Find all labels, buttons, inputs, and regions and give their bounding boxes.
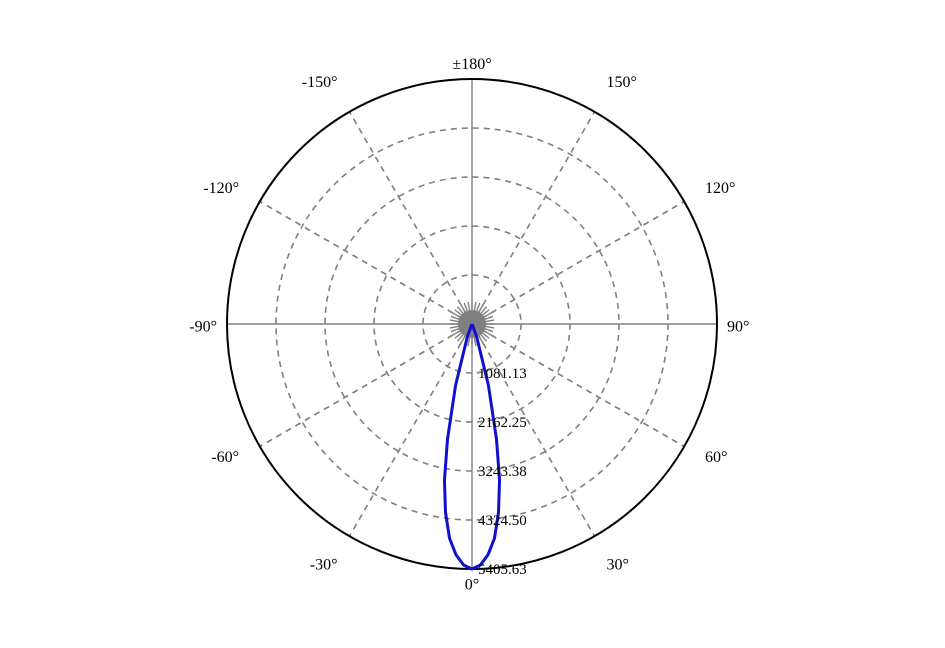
angle-tick-label: 60°	[705, 449, 727, 466]
angle-tick-label: -150°	[302, 74, 338, 91]
angle-tick-label: 0°	[465, 576, 479, 593]
angle-tick-label: 150°	[607, 74, 637, 91]
angle-tick-label: -30°	[310, 556, 338, 573]
radial-tick-label: 2162.25	[478, 415, 527, 431]
angle-tick-label: ±180°	[452, 56, 491, 73]
radial-tick-label: 5405.63	[478, 562, 527, 578]
radial-tick-label: 4324.50	[478, 513, 527, 529]
radial-tick-label: 1081.13	[478, 366, 527, 382]
angle-tick-label: -120°	[203, 180, 239, 197]
radial-tick-label: 3243.38	[478, 464, 527, 480]
polar-chart: 0° 30° 60° 90° 120° 150° ±180° -150° -120° -90° -6…	[0, 0, 945, 648]
angle-tick-label: 30°	[607, 556, 629, 573]
angle-tick-label: -60°	[211, 449, 239, 466]
angle-tick-label: -90°	[189, 319, 217, 336]
angle-tick-label: 90°	[727, 319, 749, 336]
angle-tick-label: 120°	[705, 180, 735, 197]
